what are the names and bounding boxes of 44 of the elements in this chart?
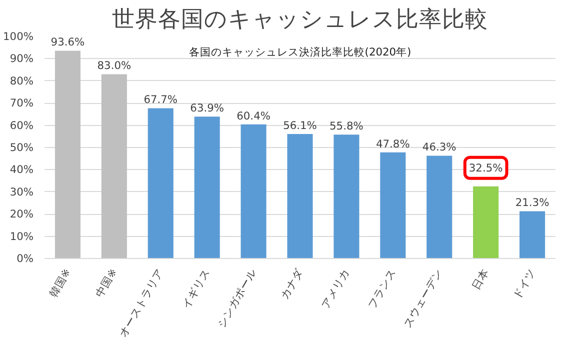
y-tick-label: 60% xyxy=(10,118,34,132)
y-tick-label: 80% xyxy=(10,74,34,88)
text: 各国のキャッシュレス決済比率比較(2020年) xyxy=(188,46,412,58)
bar xyxy=(520,211,546,258)
x-tick-label: イギリス xyxy=(179,266,213,311)
bar xyxy=(473,186,499,258)
x-tick-label: ドイツ xyxy=(510,266,538,302)
y-tick-label: 40% xyxy=(10,163,34,176)
data-label: 47.8% xyxy=(376,137,410,150)
x-tick-label: カナダ xyxy=(278,265,306,302)
x-tick-label: アメリカ xyxy=(318,266,352,311)
bar xyxy=(101,74,127,258)
data-label: 46.3% xyxy=(422,140,456,154)
bar xyxy=(334,134,360,258)
chart-title: 世界各国のキャッシュレス比率比較 xyxy=(112,6,488,32)
bar xyxy=(380,152,406,258)
data-label: 55.8% xyxy=(330,120,364,133)
data-label: 63.9% xyxy=(190,102,224,115)
bar xyxy=(426,156,452,258)
y-tick-label: 90% xyxy=(10,52,34,66)
data-label: 60.4% xyxy=(236,109,270,122)
data-label: 21.3% xyxy=(515,196,550,210)
bar xyxy=(287,134,313,258)
x-tick-label: スウェーデン xyxy=(400,266,445,330)
y-tick-label: 50% xyxy=(10,141,34,154)
x-tick-label: 韓国※ xyxy=(46,266,74,300)
bar xyxy=(148,108,174,258)
y-tick-label: 70% xyxy=(10,96,34,110)
y-tick-label: 100% xyxy=(3,30,34,43)
bar xyxy=(240,124,266,258)
data-label: 93.6% xyxy=(50,36,85,49)
data-label: 56.1% xyxy=(283,118,317,132)
y-tick-label: 0% xyxy=(16,252,34,265)
y-tick-label: 10% xyxy=(10,230,34,243)
x-tick-label: フランス xyxy=(365,266,399,311)
y-tick-label: 30% xyxy=(10,185,34,198)
data-label: 67.7% xyxy=(144,93,178,106)
x-tick-label: シンガポール xyxy=(214,266,260,330)
data-label: 83.0% xyxy=(97,59,132,72)
annotation: 32.5% xyxy=(468,161,503,174)
y-tick-label: 20% xyxy=(10,208,34,221)
bar xyxy=(54,50,80,258)
x-tick-label: 日本 xyxy=(469,266,492,292)
bar xyxy=(194,116,220,258)
